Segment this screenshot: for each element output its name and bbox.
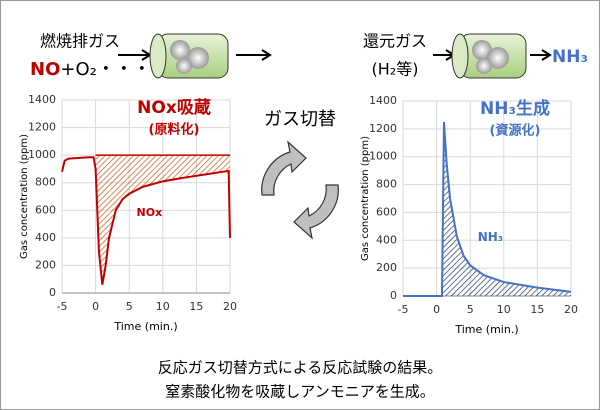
y-tick-label: 800	[376, 178, 397, 191]
y-tick-label: 1200	[28, 121, 56, 134]
chart-title: NOx吸蔵	[137, 97, 211, 118]
x-tick-label: 15	[530, 303, 544, 316]
x-tick-label: 20	[564, 303, 578, 316]
gas-rest: +O₂・・・	[60, 59, 150, 80]
x-tick-label: 0	[92, 300, 99, 313]
y-tick-label: 600	[376, 205, 397, 218]
y-tick-label: 400	[376, 233, 397, 246]
label: 還元ガス	[363, 32, 427, 51]
caption: 反応ガス切替方式による反応試験の結果。	[158, 359, 443, 377]
y-tick-label: 1400	[28, 93, 56, 106]
gas-main: NO	[30, 59, 60, 80]
y-tick-label: 1400	[369, 94, 397, 107]
annotation: NH₃	[478, 230, 503, 244]
y-tick-label: 800	[35, 176, 56, 189]
gas: (H₂等)	[372, 60, 419, 79]
x-tick-label: 5	[467, 303, 474, 316]
y-tick-label: 0	[390, 289, 397, 302]
y-axis-label: Gas concentration (ppm)	[360, 136, 371, 261]
chart-title: NH₃生成	[480, 98, 550, 119]
x-tick-label: 5	[126, 300, 133, 313]
x-tick-label: 10	[497, 303, 511, 316]
y-axis-label: Gas concentration (ppm)	[19, 134, 30, 259]
x-tick-label: 0	[433, 303, 440, 316]
chart-subtitle: (資源化)	[490, 123, 541, 139]
y-tick-label: 0	[49, 286, 56, 299]
figure: 燃焼排ガス NO+O₂・・・ 還元ガス (H₂等) NH₃ ガス切替 反応ガス切…	[0, 0, 600, 410]
switch-label: ガス切替	[264, 109, 336, 130]
caption: 窒素酸化物を吸蔵しアンモニアを生成。	[165, 383, 434, 401]
x-axis-label: Time (min.)	[454, 323, 518, 336]
y-tick-label: 1000	[369, 150, 397, 163]
x-tick-label: 10	[156, 300, 170, 313]
y-tick-label: 200	[35, 258, 56, 271]
x-tick-label: 20	[223, 300, 237, 313]
chart-subtitle: (原料化)	[149, 122, 200, 138]
product: NH₃	[552, 47, 588, 67]
y-tick-label: 1200	[369, 122, 397, 135]
plot-area	[403, 101, 571, 296]
x-tick-label: 15	[189, 300, 203, 313]
annotation: NOx	[137, 206, 163, 219]
gas: NO+O₂・・・	[30, 59, 151, 80]
x-axis-label: Time (min.)	[113, 320, 177, 333]
y-tick-label: 400	[35, 231, 56, 244]
plot-area	[62, 100, 230, 293]
x-tick-label: -5	[398, 303, 409, 316]
x-tick-label: -5	[57, 300, 68, 313]
y-tick-label: 600	[35, 203, 56, 216]
y-tick-label: 1000	[28, 148, 56, 161]
label: 燃焼排ガス	[40, 32, 120, 51]
y-tick-label: 200	[376, 261, 397, 274]
